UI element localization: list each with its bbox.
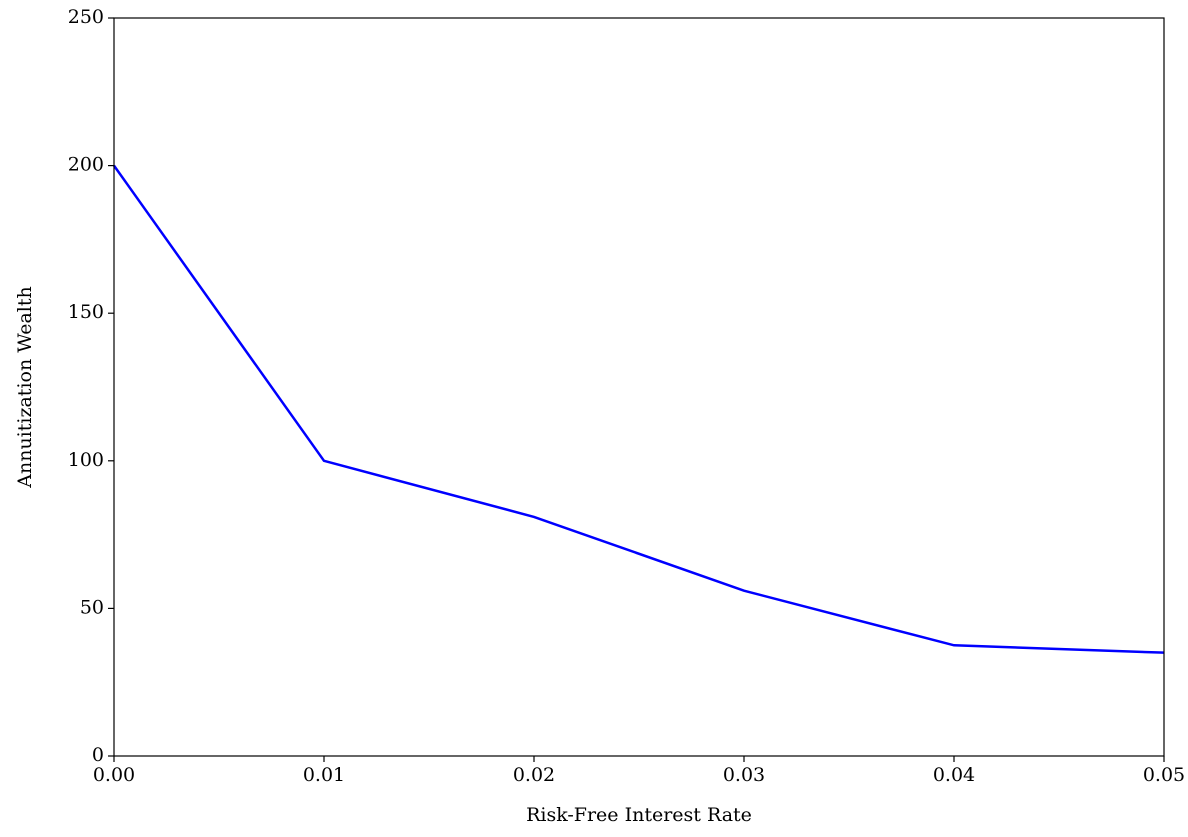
x-axis-label: Risk-Free Interest Rate bbox=[526, 804, 752, 826]
y-tick-label: 0 bbox=[92, 744, 104, 766]
x-tick-label: 0.03 bbox=[723, 764, 765, 786]
y-tick-label: 100 bbox=[68, 449, 104, 471]
y-tick-label: 150 bbox=[68, 301, 104, 323]
y-tick-label: 200 bbox=[68, 154, 104, 176]
x-tick-label: 0.05 bbox=[1143, 764, 1185, 786]
x-tick-label: 0.02 bbox=[513, 764, 555, 786]
y-tick-label: 50 bbox=[80, 596, 104, 618]
y-tick-label: 250 bbox=[68, 6, 104, 28]
x-tick-label: 0.01 bbox=[303, 764, 345, 786]
x-tick-label: 0.00 bbox=[93, 764, 135, 786]
plot-frame bbox=[113, 17, 1165, 757]
line bbox=[112, 164, 1165, 654]
x-tick-label: 0.04 bbox=[933, 764, 975, 786]
y-axis-label: Annuitization Wealth bbox=[14, 286, 36, 489]
